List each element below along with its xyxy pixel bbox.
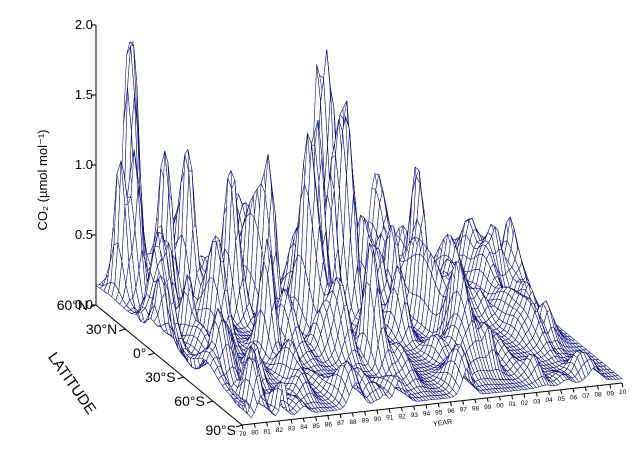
- year-tick: [278, 420, 281, 426]
- year-tick-label: 10: [619, 389, 627, 396]
- year-tick: [266, 422, 269, 427]
- year-tick-label: 80: [251, 430, 259, 437]
- year-tick: [511, 395, 514, 400]
- year-tick: [621, 382, 624, 388]
- year-tick: [376, 409, 379, 415]
- year-tick-label: 06: [570, 394, 578, 401]
- year-tick-label: 92: [398, 413, 406, 420]
- year-tick: [388, 408, 391, 413]
- year-axis-line: [241, 382, 623, 426]
- latitude-tick: [206, 400, 213, 404]
- z-tick-label: 0.0: [75, 297, 93, 312]
- year-tick-label: 88: [349, 419, 357, 426]
- year-tick: [290, 419, 293, 424]
- year-tick-label: 00: [496, 403, 504, 410]
- year-tick: [413, 405, 416, 411]
- year-tick-label: 89: [362, 417, 370, 424]
- year-tick: [535, 392, 538, 397]
- year-tick: [596, 385, 599, 390]
- year-tick: [474, 399, 477, 404]
- year-tick: [400, 407, 403, 412]
- latitude-tick-label: 60°S: [174, 393, 205, 409]
- latitude-tick-label: 0°: [133, 345, 146, 361]
- year-tick: [437, 403, 440, 408]
- latitude-tick-label: 60°N: [57, 297, 88, 313]
- z-tick-label: 0.5: [75, 227, 93, 242]
- year-tick-label: 84: [300, 424, 308, 431]
- year-tick-label: 97: [460, 407, 468, 414]
- latitude-axis-line: [95, 304, 243, 426]
- latitude-tick-label: 90°S: [205, 422, 236, 438]
- year-tick-label: 83: [288, 426, 296, 433]
- year-tick-label: 93: [411, 412, 419, 419]
- year-tick-label: 02: [521, 400, 529, 407]
- z-axis-title: CO₂ (µmol mol⁻¹): [35, 129, 50, 230]
- year-tick-label: 09: [607, 390, 615, 397]
- year-tick-label: 87: [337, 420, 345, 427]
- year-tick: [425, 404, 428, 409]
- year-tick: [523, 393, 526, 398]
- year-tick: [364, 411, 367, 416]
- chart-axes: 0.0 0.5 1.0 1.5 2.0 60°N 30°N 0° 30°S 60°S90°S 79 8…: [57, 17, 627, 438]
- z-tick-label: 1.0: [75, 157, 93, 172]
- year-tick-label: 98: [472, 405, 480, 412]
- year-tick-label: 96: [447, 408, 455, 415]
- year-tick-label: 95: [435, 409, 443, 416]
- year-tick-label: 85: [313, 423, 321, 430]
- year-tick: [302, 418, 305, 423]
- year-tick: [547, 391, 550, 396]
- latitude-tick: [235, 424, 243, 428]
- year-tick: [449, 401, 452, 407]
- year-tick-label: 05: [558, 396, 566, 403]
- year-tick-label: 79: [239, 431, 247, 438]
- year-tick: [498, 396, 501, 401]
- year-tick: [572, 388, 575, 393]
- year-tick: [560, 389, 563, 394]
- year-tick-label: 04: [545, 397, 553, 404]
- latitude-tick: [89, 304, 97, 308]
- surface-mesh: [95, 41, 623, 419]
- year-tick: [241, 424, 244, 430]
- year-tick-label: 91: [386, 415, 394, 422]
- year-tick: [327, 415, 330, 420]
- year-tick-label: 07: [582, 393, 590, 400]
- year-tick: [486, 397, 489, 403]
- year-tick: [351, 412, 354, 417]
- z-tick-label: 1.5: [75, 87, 93, 102]
- year-tick-label: 03: [533, 398, 541, 405]
- year-tick-label: 86: [325, 422, 333, 429]
- year-tick: [339, 414, 342, 419]
- year-tick: [462, 400, 465, 405]
- year-tick-label: 82: [276, 427, 284, 434]
- latitude-tick-label: 30°S: [145, 369, 176, 385]
- year-tick: [253, 423, 256, 428]
- year-tick-label: 81: [264, 428, 272, 435]
- year-axis-title: YEAR: [433, 419, 453, 429]
- year-tick-label: 94: [423, 411, 431, 418]
- surface-cell: [614, 375, 623, 380]
- latitude-axis-title: LATITUDE: [44, 349, 99, 417]
- year-tick-label: 90: [374, 416, 382, 423]
- year-tick-label: 01: [509, 401, 517, 408]
- latitude-tick: [119, 328, 126, 332]
- z-tick-label: 2.0: [75, 17, 93, 32]
- year-tick-label: 99: [484, 404, 492, 411]
- latitude-tick: [148, 352, 155, 356]
- year-tick: [584, 386, 587, 392]
- latitude-tick: [177, 376, 184, 380]
- year-tick: [609, 384, 612, 389]
- year-tick-label: 08: [594, 392, 602, 399]
- latitude-tick-label: 30°N: [86, 321, 117, 337]
- year-tick: [315, 416, 318, 421]
